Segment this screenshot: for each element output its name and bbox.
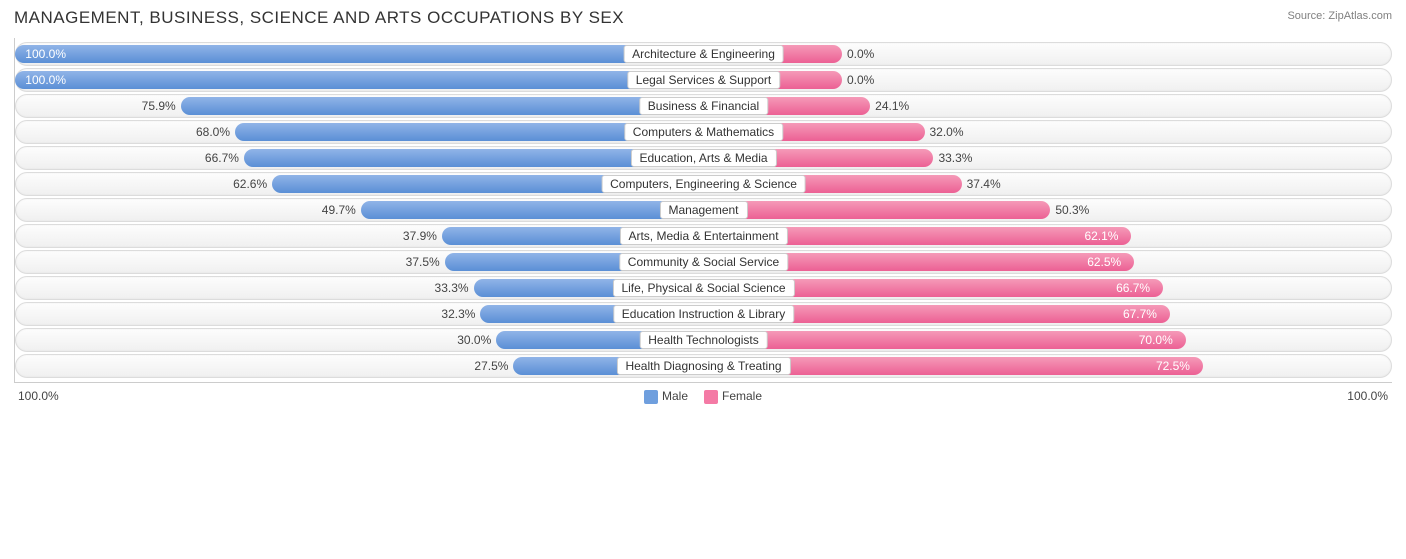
row-track: Health Diagnosing & Treating 27.5% 72.5% — [15, 354, 1392, 378]
chart-row: Education, Arts & Media 66.7% 33.3% — [15, 146, 1392, 170]
category-label: Business & Financial — [639, 97, 768, 115]
chart-row: Community & Social Service 37.5% 62.5% — [15, 250, 1392, 274]
male-value-label: 37.5% — [406, 255, 440, 269]
female-value-label: 70.0% — [1139, 333, 1173, 347]
category-label: Education Instruction & Library — [613, 305, 794, 323]
axis-right-max: 100.0% — [1347, 389, 1388, 403]
male-swatch-icon — [644, 390, 658, 404]
category-label: Health Technologists — [639, 331, 768, 349]
category-label: Legal Services & Support — [627, 71, 780, 89]
male-value-label: 30.0% — [457, 333, 491, 347]
male-value-label: 100.0% — [25, 73, 66, 87]
category-label: Computers, Engineering & Science — [601, 175, 806, 193]
chart-title: MANAGEMENT, BUSINESS, SCIENCE AND ARTS O… — [14, 8, 624, 28]
row-track: Health Technologists 30.0% 70.0% — [15, 328, 1392, 352]
source-name: ZipAtlas.com — [1328, 10, 1392, 22]
male-value-label: 32.3% — [441, 307, 475, 321]
chart-footer: 100.0% Male Female 100.0% — [14, 387, 1392, 404]
male-value-label: 37.9% — [403, 229, 437, 243]
male-value-label: 75.9% — [142, 99, 176, 113]
category-label: Community & Social Service — [619, 253, 788, 271]
male-value-label: 100.0% — [25, 47, 66, 61]
row-track: Architecture & Engineering 100.0% 0.0% — [15, 42, 1392, 66]
row-track: Life, Physical & Social Science 33.3% 66.7… — [15, 276, 1392, 300]
male-bar — [15, 45, 703, 63]
male-bar — [361, 201, 703, 219]
legend-male: Male — [644, 389, 688, 404]
legend-female-label: Female — [722, 389, 762, 403]
chart-row: Health Diagnosing & Treating 27.5% 72.5% — [15, 354, 1392, 378]
female-value-label: 50.3% — [1055, 203, 1089, 217]
male-value-label: 33.3% — [435, 281, 469, 295]
male-value-label: 62.6% — [233, 177, 267, 191]
source-label: Source: — [1287, 10, 1325, 22]
female-value-label: 62.5% — [1087, 255, 1121, 269]
female-value-label: 62.1% — [1084, 229, 1118, 243]
category-label: Architecture & Engineering — [623, 45, 784, 63]
female-value-label: 0.0% — [847, 47, 874, 61]
female-value-label: 67.7% — [1123, 307, 1157, 321]
axis-left-max: 100.0% — [18, 389, 59, 403]
row-track: Arts, Media & Entertainment 37.9% 62.1% — [15, 224, 1392, 248]
chart-plot-area: Architecture & Engineering100.0%0.0%Lega… — [14, 38, 1392, 383]
row-track: Legal Services & Support 100.0% 0.0% — [15, 68, 1392, 92]
male-value-label: 66.7% — [205, 151, 239, 165]
male-bar — [181, 97, 703, 115]
female-value-label: 37.4% — [967, 177, 1001, 191]
row-track: Management 49.7% 50.3% — [15, 198, 1392, 222]
category-label: Management — [659, 201, 747, 219]
chart-row: Computers & Mathematics 68.0% 32.0% — [15, 120, 1392, 144]
legend: Male Female — [644, 389, 762, 404]
female-value-label: 33.3% — [938, 151, 972, 165]
chart-row: Management 49.7% 50.3% — [15, 198, 1392, 222]
chart-row: Legal Services & Support 100.0% 0.0% — [15, 68, 1392, 92]
row-track: Computers, Engineering & Science 62.6% 37.… — [15, 172, 1392, 196]
male-value-label: 49.7% — [322, 203, 356, 217]
row-track: Community & Social Service 37.5% 62.5% — [15, 250, 1392, 274]
male-value-label: 68.0% — [196, 125, 230, 139]
category-label: Computers & Mathematics — [624, 123, 783, 141]
chart-row: Arts, Media & Entertainment 37.9% 62.1% — [15, 224, 1392, 248]
chart-header: MANAGEMENT, BUSINESS, SCIENCE AND ARTS O… — [14, 8, 1392, 28]
male-bar — [15, 71, 703, 89]
row-track: Business & Financial 75.9% 24.1% — [15, 94, 1392, 118]
chart-row: Education Instruction & Library 32.3% 67.7… — [15, 302, 1392, 326]
female-value-label: 32.0% — [930, 125, 964, 139]
chart-row: Health Technologists 30.0% 70.0% — [15, 328, 1392, 352]
legend-female: Female — [704, 389, 762, 404]
row-track: Education, Arts & Media 66.7% 33.3% — [15, 146, 1392, 170]
category-label: Education, Arts & Media — [630, 149, 776, 167]
source-attribution: Source: ZipAtlas.com — [1287, 8, 1392, 22]
female-value-label: 24.1% — [875, 99, 909, 113]
chart-row: Computers, Engineering & Science 62.6% 37.… — [15, 172, 1392, 196]
female-swatch-icon — [704, 390, 718, 404]
female-value-label: 72.5% — [1156, 359, 1190, 373]
category-label: Life, Physical & Social Science — [612, 279, 794, 297]
row-track: Education Instruction & Library 32.3% 67.7… — [15, 302, 1392, 326]
legend-male-label: Male — [662, 389, 688, 403]
chart-row: Life, Physical & Social Science 33.3% 66.7… — [15, 276, 1392, 300]
female-value-label: 0.0% — [847, 73, 874, 87]
female-bar — [705, 201, 1051, 219]
category-label: Health Diagnosing & Treating — [616, 357, 790, 375]
female-value-label: 66.7% — [1116, 281, 1150, 295]
male-value-label: 27.5% — [474, 359, 508, 373]
chart-row: Business & Financial 75.9% 24.1% — [15, 94, 1392, 118]
female-bar — [705, 331, 1186, 349]
category-label: Arts, Media & Entertainment — [619, 227, 787, 245]
row-track: Computers & Mathematics 68.0% 32.0% — [15, 120, 1392, 144]
chart-row: Architecture & Engineering 100.0% 0.0% — [15, 42, 1392, 66]
